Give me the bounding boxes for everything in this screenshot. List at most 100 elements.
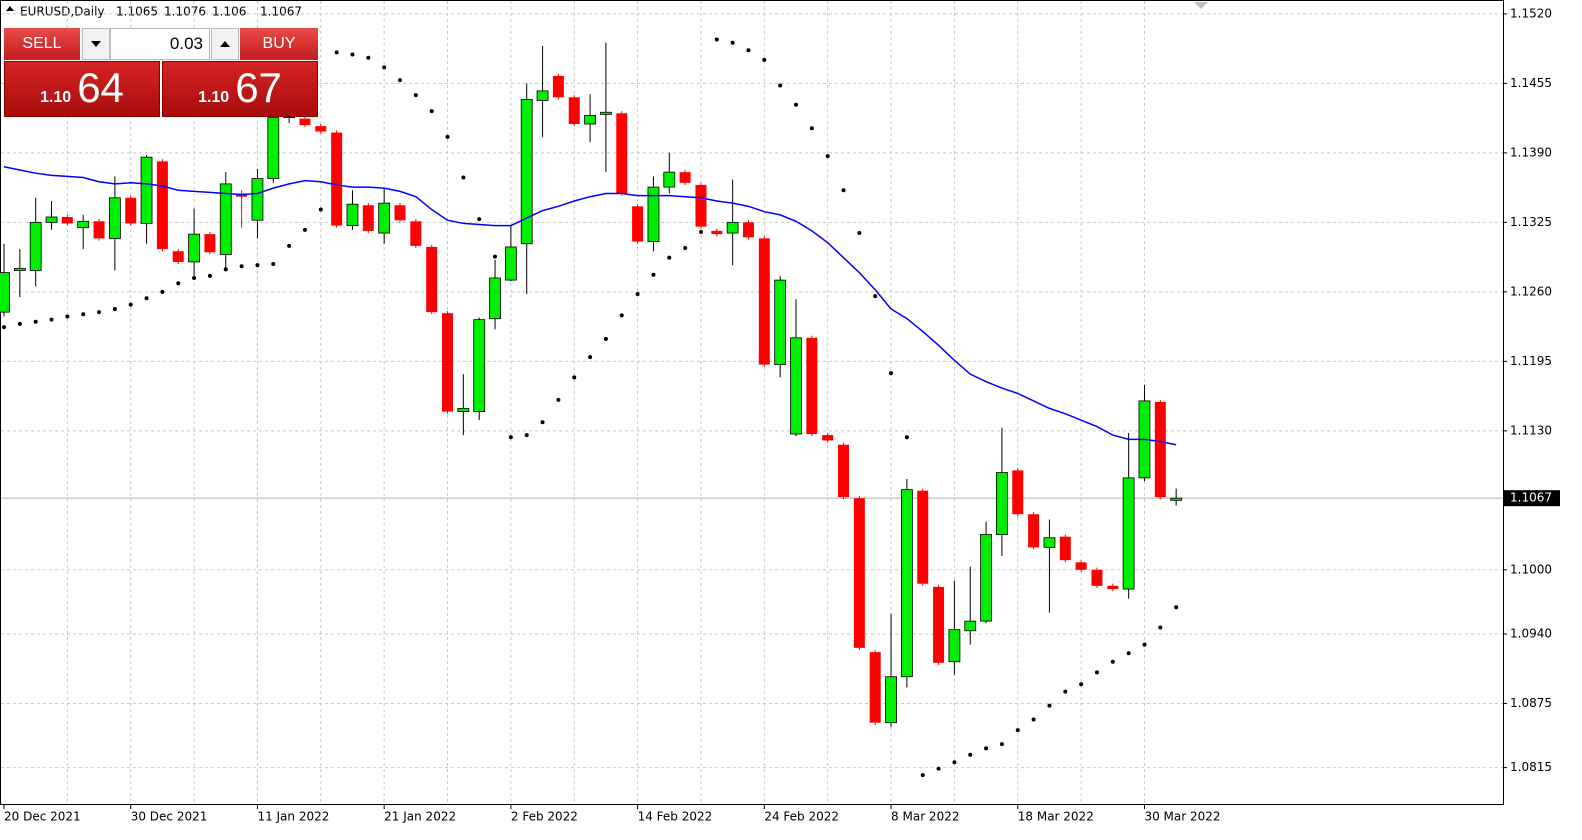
plot-frame (0, 0, 1504, 805)
sar-dot (651, 272, 656, 277)
candle-body (584, 115, 596, 125)
bid-prefix: 1.10 (40, 89, 72, 106)
sar-dot (318, 207, 323, 212)
sar-dot (255, 263, 260, 268)
candle-body (711, 230, 723, 235)
candle-body (29, 221, 42, 271)
sar-dot (65, 314, 70, 319)
sar-dot (873, 294, 878, 299)
candle-body (964, 620, 977, 632)
x-tick-label: 24 Feb 2022 (764, 810, 839, 824)
sar-dot (97, 310, 102, 315)
sar-dot (841, 188, 846, 193)
candle-body (790, 337, 802, 435)
candle-body (1012, 470, 1024, 515)
sar-dot (239, 264, 244, 269)
sar-dot (1031, 717, 1036, 722)
chart-layer: 1.1520 1.1455 1.1390 1.1325 1.1260 1.1195 1.11… (0, 1, 1560, 824)
sar-dot (762, 57, 767, 62)
x-tick-label: 20 Dec 2021 (4, 810, 81, 824)
y-tick-label: 1.1130 (1510, 423, 1552, 437)
sar-dot (825, 154, 830, 159)
sar-dot (508, 435, 513, 440)
sar-dot (112, 306, 117, 311)
candle-body (188, 233, 200, 263)
candle-body (61, 217, 73, 224)
candle-body (267, 117, 280, 179)
sar-dot (192, 275, 197, 280)
sar-dot (920, 773, 925, 778)
volume-down[interactable] (82, 28, 110, 60)
sar-dot (1063, 689, 1068, 694)
y-tick-label: 1.1195 (1510, 354, 1552, 368)
volume-input[interactable]: 0.03 (110, 28, 210, 60)
candle-body (362, 205, 374, 231)
sar-dot (809, 126, 814, 131)
sar-dot (698, 229, 703, 234)
candle-body (838, 444, 850, 498)
sar-dot (952, 760, 957, 765)
candle-body (172, 251, 184, 262)
sar-dot (1174, 605, 1179, 610)
x-tick-label: 11 Jan 2022 (257, 810, 329, 824)
sar-dot (366, 55, 371, 60)
sar-dot (619, 313, 624, 318)
candle-body (442, 313, 454, 412)
candle-body (1075, 562, 1087, 570)
y-tick-label: 1.1455 (1510, 76, 1552, 90)
y-tick-label: 1.0940 (1510, 626, 1552, 640)
sar-dot (1110, 659, 1115, 664)
sar-dot (2, 325, 6, 330)
candle-body (77, 220, 90, 229)
candle-body (632, 206, 644, 242)
x-tick-label: 8 Mar 2022 (891, 810, 959, 824)
bid-digits: 64 (77, 64, 124, 111)
sar-dot (556, 397, 561, 402)
sar-dot (477, 217, 482, 222)
sar-dot (81, 312, 86, 317)
candle-body (473, 319, 486, 412)
buy-button[interactable]: BUY (240, 28, 318, 60)
sar-dot (540, 420, 545, 425)
sar-dot (17, 321, 22, 326)
candle-body (917, 490, 929, 584)
candle-body (315, 126, 327, 132)
candle-body (410, 221, 422, 246)
sar-dot (1158, 625, 1163, 630)
sar-dot (176, 281, 181, 286)
sar-dot (207, 273, 212, 278)
candle-body (663, 171, 676, 188)
candle-body (204, 234, 216, 253)
sar-dot (493, 254, 498, 259)
candle-body (457, 407, 470, 412)
sar-dot (857, 231, 862, 236)
sar-dot (794, 102, 798, 107)
sell-button[interactable]: SELL (4, 28, 80, 60)
candle-body (0, 272, 10, 313)
candle-body (1122, 477, 1135, 590)
sar-dot (572, 375, 577, 380)
sar-dot (223, 267, 228, 272)
sar-dot (144, 296, 149, 301)
x-tick-label: 21 Jan 2022 (384, 810, 456, 824)
candle-body (996, 472, 1008, 535)
candle-body (1107, 585, 1119, 590)
sar-dot (936, 766, 941, 771)
candle-body (568, 97, 580, 125)
sar-dot (33, 319, 38, 324)
candle-body (806, 337, 818, 435)
candle-body (346, 203, 359, 226)
sar-dot (683, 246, 688, 251)
sar-dot (1079, 682, 1084, 687)
candle-body (948, 629, 961, 663)
sar-dot (382, 65, 387, 70)
y-tick-label: 1.1260 (1510, 284, 1552, 298)
candle-body (504, 246, 517, 281)
bid-price[interactable]: 1.10 64 (4, 61, 160, 117)
ask-digits: 67 (235, 64, 282, 111)
ask-price[interactable]: 1.10 67 (162, 61, 318, 117)
sar-dot (588, 355, 593, 360)
volume-up[interactable] (211, 28, 239, 60)
candle-body (1170, 497, 1183, 501)
